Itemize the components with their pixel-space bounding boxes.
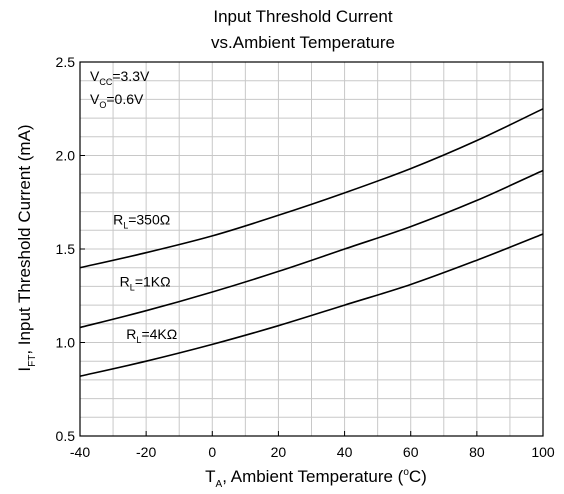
y-tick-label: 2.5 xyxy=(56,54,76,70)
x-tick-label: 0 xyxy=(208,444,216,460)
y-tick-label: 1.5 xyxy=(56,241,76,257)
conditions-vcc-rest: =3.3V xyxy=(112,68,150,84)
series-label-main: R xyxy=(113,212,123,228)
y-axis-label: IFT, Input Threshold Current (mA) xyxy=(15,124,38,371)
y-axis-label-main: I xyxy=(15,367,34,372)
y-axis-label-sub: FT xyxy=(27,355,38,367)
series-label-1: RL=350Ω xyxy=(113,212,170,231)
x-axis-label-sub: A xyxy=(216,479,223,490)
series-label-sub: L xyxy=(130,282,135,292)
series-label-main: R xyxy=(120,273,130,289)
series-label-3: RL=4KΩ xyxy=(126,326,177,345)
series-label-main: R xyxy=(126,326,136,342)
x-axis-label: TA, Ambient Temperature (oC) xyxy=(205,467,427,490)
x-tick-label: 20 xyxy=(271,444,287,460)
series-label-2: RL=1KΩ xyxy=(120,273,171,292)
plot-frame xyxy=(79,61,544,437)
x-tick-label: 40 xyxy=(337,444,353,460)
conditions-vcc-main: V xyxy=(90,68,100,84)
series-line-2 xyxy=(79,169,544,329)
conditions-vo-main: V xyxy=(90,91,100,107)
series-line-1 xyxy=(79,108,544,269)
conditions-vcc: VCC=3.3V xyxy=(90,68,150,87)
x-axis-label-end: C) xyxy=(409,467,427,486)
series-label-rest: =4KΩ xyxy=(141,326,177,342)
x-tick-label: 80 xyxy=(469,444,485,460)
chart-title-line2: vs.Ambient Temperature xyxy=(211,33,395,52)
series-label-sub: L xyxy=(136,335,141,345)
series-line-3 xyxy=(79,233,544,377)
x-axis-label-rest: , Ambient Temperature ( xyxy=(222,467,403,486)
y-axis-label-rest: , Input Threshold Current (mA) xyxy=(15,124,34,354)
x-axis-label-sup: o xyxy=(403,467,409,478)
series-label-rest: =350Ω xyxy=(128,212,170,228)
y-tick-label: 2.0 xyxy=(56,148,76,164)
conditions-vo: VO=0.6V xyxy=(90,91,144,110)
axis-ticks: -40 -20 0 20 40 60 80 100 0.5 1.0 1.5 2.0 2.5 xyxy=(56,54,555,460)
y-tick-label: 0.5 xyxy=(56,428,76,444)
conditions-vcc-sub: CC xyxy=(99,77,112,87)
x-tick-label: -40 xyxy=(70,444,90,460)
series-label-sub: L xyxy=(123,221,128,231)
chart-title-line1: Input Threshold Current xyxy=(213,7,393,26)
y-tick-label: 1.0 xyxy=(56,335,76,351)
x-tick-label: 60 xyxy=(403,444,419,460)
series-label-rest: =1KΩ xyxy=(135,273,171,289)
x-axis-label-main: T xyxy=(205,467,215,486)
grid xyxy=(80,62,543,436)
x-tick-label: 100 xyxy=(531,444,555,460)
x-tick-label: -20 xyxy=(136,444,156,460)
series-group xyxy=(79,108,544,377)
conditions-vo-sub: O xyxy=(99,100,106,110)
conditions-vo-rest: =0.6V xyxy=(106,91,144,107)
